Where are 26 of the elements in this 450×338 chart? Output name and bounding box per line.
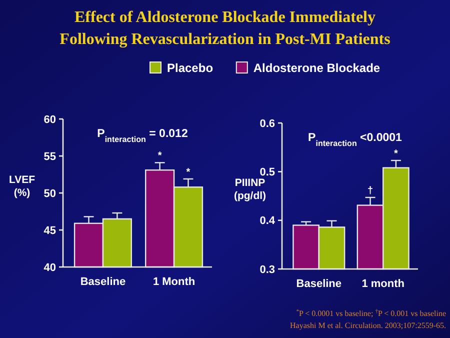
x-tick-label: Baseline [296,278,342,290]
y-tick-label: 0.5 [260,166,275,179]
legend-label: Placebo [167,61,214,75]
x-tick-label: Baseline [80,276,126,288]
legend-label: Aldosterone Blockade [253,61,380,75]
annotation: P$_{interaction}$ <0.0001 [308,132,403,148]
y-axis-title: PIIINP (pg/dl) [234,177,266,202]
y-tick-label: 0.3 [260,264,275,276]
y-tick-label: 0.6 [260,118,275,130]
annotation: * [394,148,398,160]
annotation: * [158,150,162,162]
text: Hayashi M et al. Circulation. 2003;107:2559-65. [290,321,446,330]
chart-title: Effect of Aldosterone Blockade Immediately Following Revascularization in Post-MI Patients [60,9,390,48]
y-tick-label: 40 [44,262,56,274]
y-axis-title: LVEF (%) [8,174,36,199]
annotation: * [186,166,190,178]
x-tick-label: 1 month [362,278,405,290]
y-tick-label: 55 [44,150,56,163]
y-tick-label: 60 [44,114,56,126]
x-tick-label: 1 Month [152,276,196,288]
text: $^{*}$P < 0.0001 vs baseline; $^{†}$P < 0.001 vs baseline [296,309,446,318]
y-tick-label: 0.4 [260,215,276,228]
annotation: † [367,185,374,196]
annotation: P$_{interaction}$ = 0.012 [97,128,188,144]
y-tick-label: 50 [44,188,56,200]
y-tick-label: 45 [44,224,56,237]
